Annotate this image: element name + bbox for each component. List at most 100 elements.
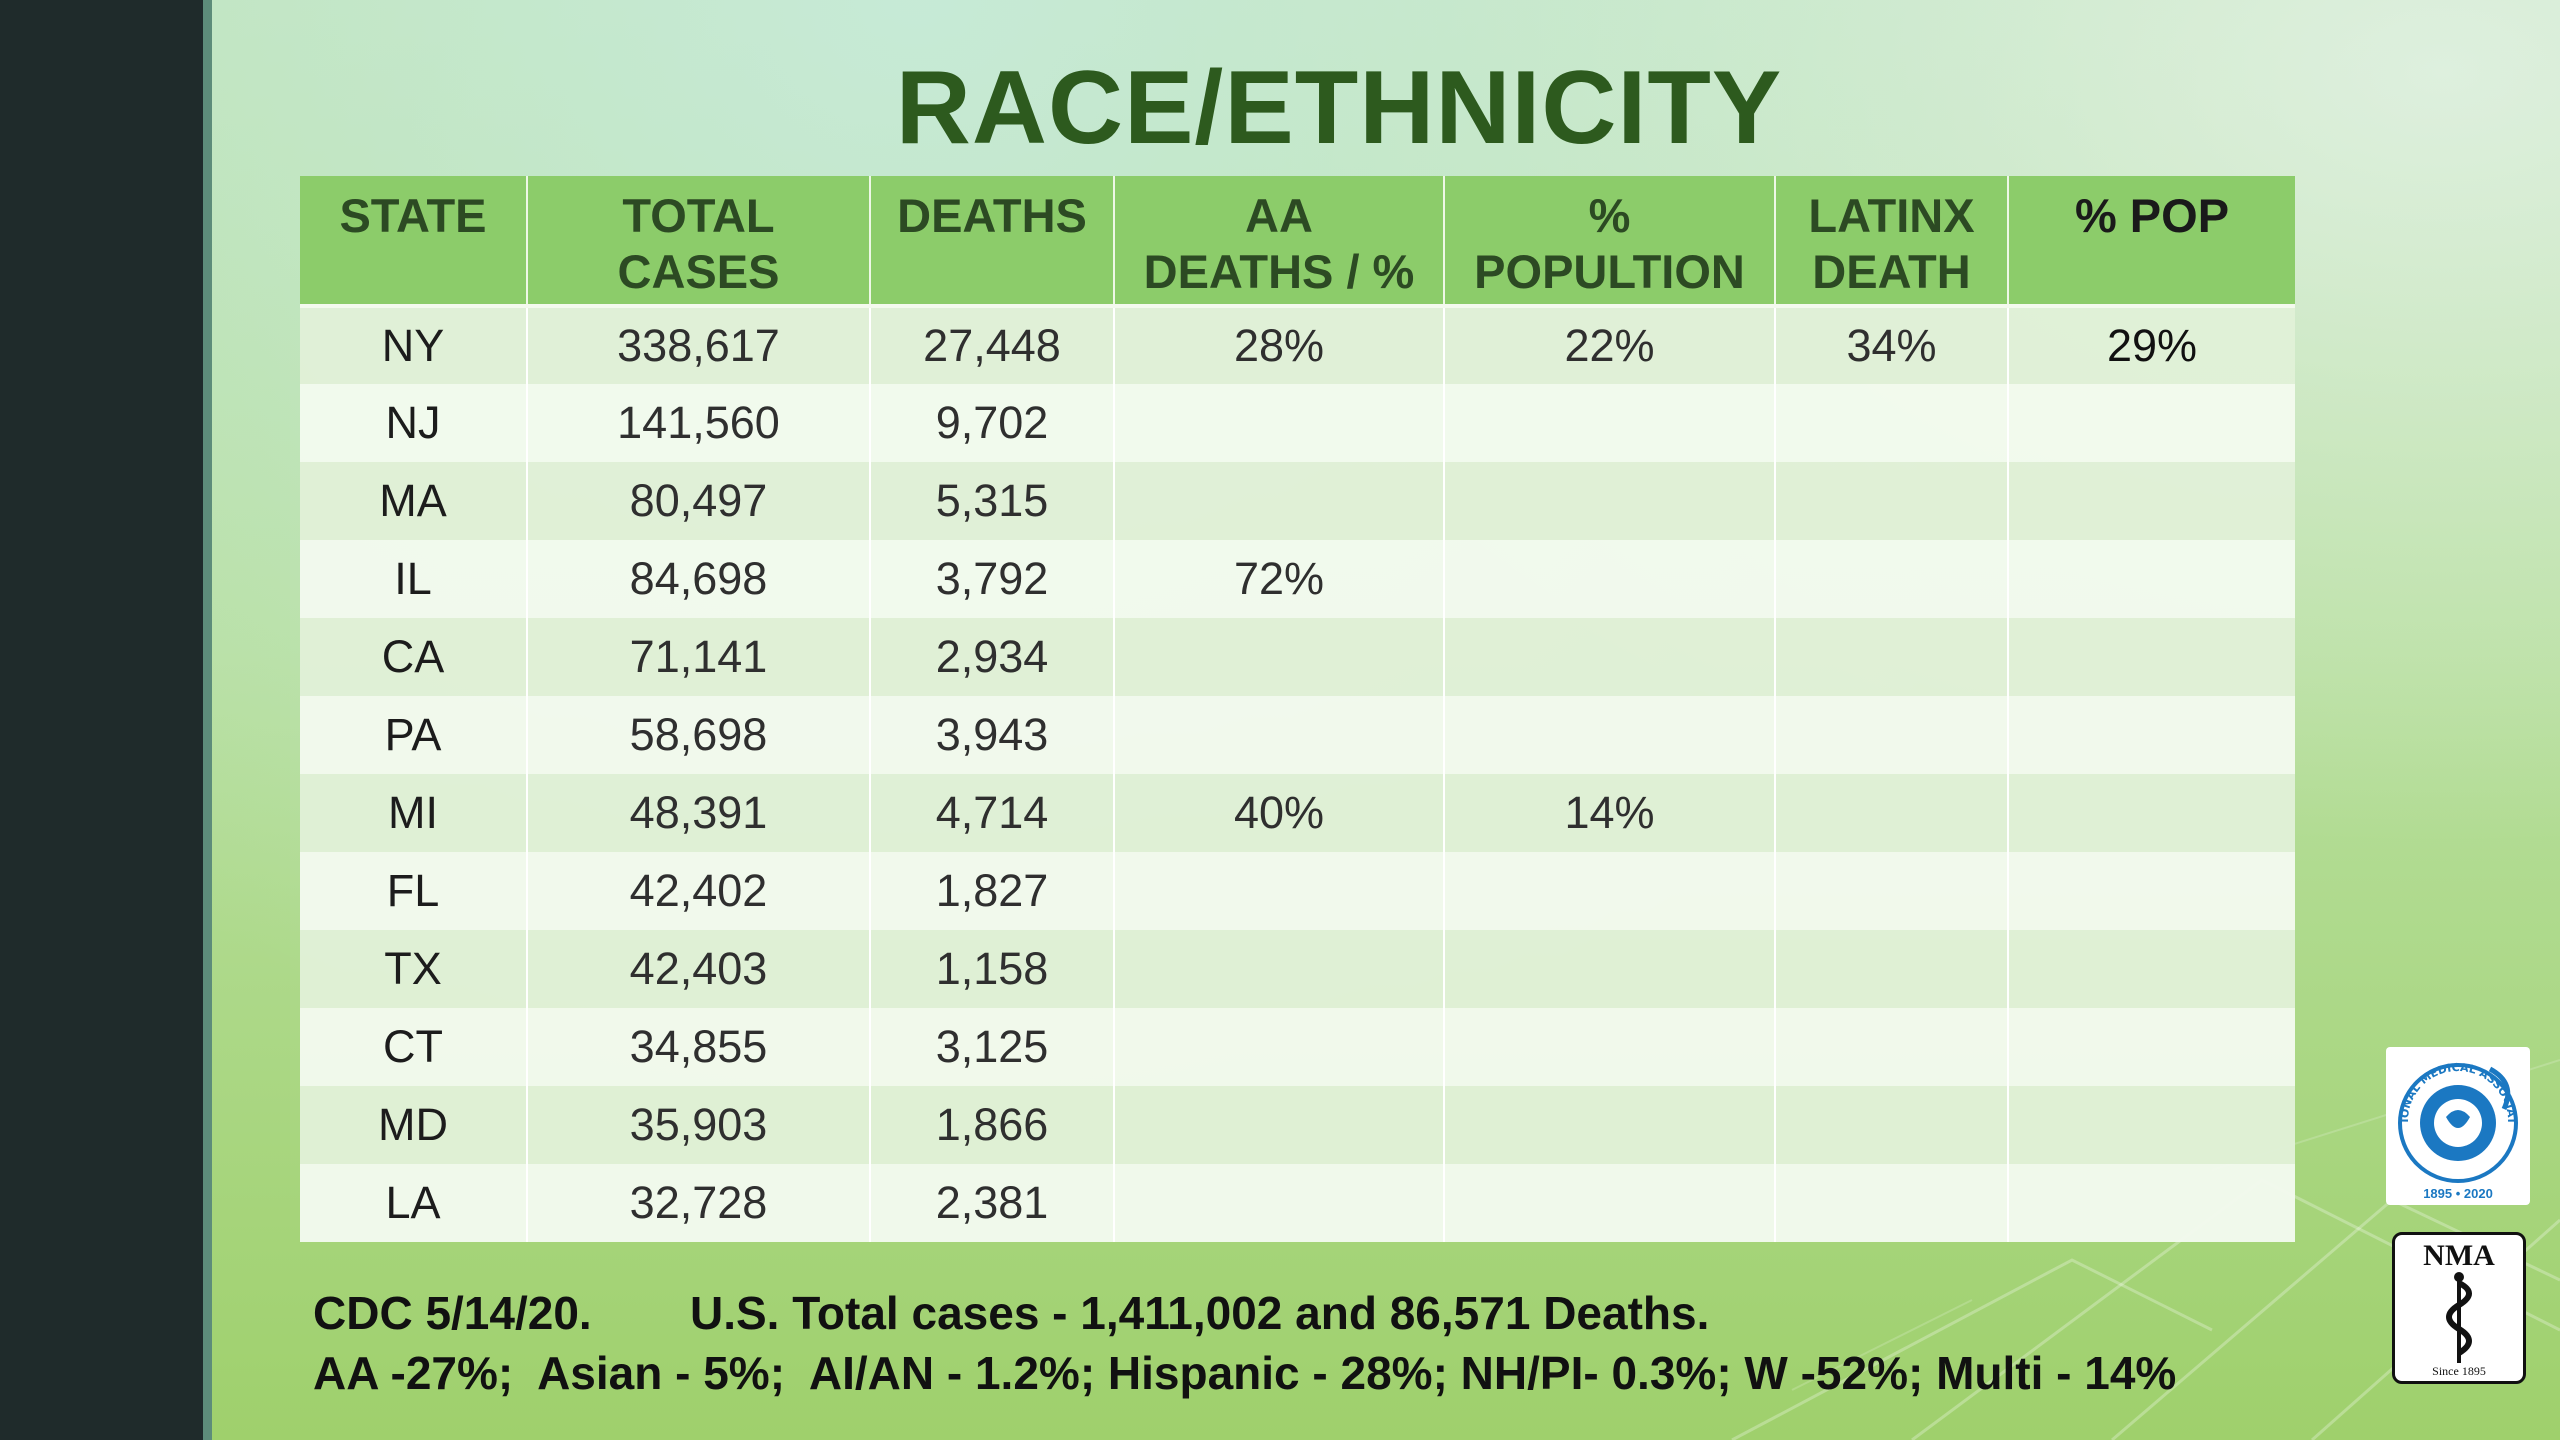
- cell-state: NY: [300, 306, 528, 384]
- cell-aa-deaths: [1114, 384, 1445, 462]
- cell-pct-pop: [2008, 774, 2295, 852]
- cell-aa-deaths: [1114, 1086, 1445, 1164]
- cell-pct-pop: [2008, 930, 2295, 1008]
- cell-latinx-death: 34%: [1775, 306, 2009, 384]
- cell-deaths: 1,158: [870, 930, 1115, 1008]
- footer-totals: U.S. Total cases - 1,411,002 and 86,571 …: [690, 1287, 1710, 1339]
- cell-population: [1444, 462, 1776, 540]
- cell-latinx-death: [1775, 852, 2009, 930]
- table-row: TX 42,403 1,158: [300, 930, 2295, 1008]
- cell-population: 14%: [1444, 774, 1776, 852]
- cell-deaths: 3,125: [870, 1008, 1115, 1086]
- header-latinx-death: LATINX DEATH: [1775, 176, 2009, 308]
- cell-latinx-death: [1775, 930, 2009, 1008]
- cell-population: [1444, 1008, 1776, 1086]
- cell-aa-deaths: 72%: [1114, 540, 1445, 618]
- cell-population: [1444, 540, 1776, 618]
- cell-pct-pop: [2008, 1086, 2295, 1164]
- cell-total-cases: 48,391: [527, 774, 871, 852]
- header-deaths-label: DEATHS: [897, 189, 1087, 242]
- cell-total-cases: 35,903: [527, 1086, 871, 1164]
- table-row: MD 35,903 1,866: [300, 1086, 2295, 1164]
- cell-population: [1444, 930, 1776, 1008]
- cell-population: [1444, 618, 1776, 696]
- cell-deaths: 9,702: [870, 384, 1115, 462]
- seal-icon: NATIONAL MEDICAL ASSOCIATION: [2381, 1037, 2518, 1183]
- cell-deaths: 3,792: [870, 540, 1115, 618]
- slide: RACE/ETHNICITY DEMOGRAPHICS STATE TOTAL …: [212, 0, 2560, 1440]
- table-row: LA 32,728 2,381: [300, 1164, 2295, 1242]
- cell-state: CA: [300, 618, 528, 696]
- cell-aa-deaths: [1114, 930, 1445, 1008]
- cell-deaths: 3,943: [870, 696, 1115, 774]
- cell-pct-pop: [2008, 384, 2295, 462]
- footer-line-totals: CDC 5/14/20. U.S. Total cases - 1,411,002…: [313, 1283, 2413, 1343]
- nma-seal-logo: NATIONAL MEDICAL ASSOCIATION 1895 • 2020: [2381, 1037, 2530, 1205]
- cell-population: [1444, 1164, 1776, 1242]
- cell-latinx-death: [1775, 1008, 2009, 1086]
- cell-population: [1444, 1086, 1776, 1164]
- cell-state: CT: [300, 1008, 528, 1086]
- slide-footer: CDC 5/14/20. U.S. Total cases - 1,411,002…: [313, 1283, 2413, 1403]
- footer-breakdown: AA -27%; Asian - 5%; AI/AN - 1.2%; Hispa…: [313, 1347, 2177, 1399]
- cell-total-cases: 42,403: [527, 930, 871, 1008]
- cell-total-cases: 32,728: [527, 1164, 871, 1242]
- cell-deaths: 27,448: [870, 306, 1115, 384]
- table-row: NY 338,617 27,448 28% 22% 34% 29%: [300, 306, 2295, 384]
- cell-latinx-death: [1775, 774, 2009, 852]
- header-aa-deaths: AA DEATHS / %: [1114, 176, 1445, 308]
- nma-emblem-text: NMA: [2423, 1239, 2495, 1272]
- cell-state: MI: [300, 774, 528, 852]
- demographics-table: STATE TOTAL CASES DEATHS AA DEATHS / % %…: [300, 176, 2295, 1242]
- cell-total-cases: 80,497: [527, 462, 871, 540]
- table-row: PA 58,698 3,943: [300, 696, 2295, 774]
- header-deaths: DEATHS: [870, 176, 1115, 308]
- cell-pct-pop: [2008, 852, 2295, 930]
- table-row: MI 48,391 4,714 40% 14%: [300, 774, 2295, 852]
- left-sidebar-band: [0, 0, 203, 1440]
- cell-total-cases: 338,617: [527, 306, 871, 384]
- seal-years: 1895 • 2020: [2423, 1186, 2493, 1201]
- cell-state: MA: [300, 462, 528, 540]
- sidebar-edge-stripe: [203, 0, 212, 1440]
- table-header-row: STATE TOTAL CASES DEATHS AA DEATHS / % %…: [300, 176, 2295, 308]
- caduceus-icon: [2446, 1272, 2472, 1363]
- cell-pct-pop: [2008, 540, 2295, 618]
- table-row: IL 84,698 3,792 72%: [300, 540, 2295, 618]
- cell-deaths: 2,381: [870, 1164, 1115, 1242]
- cell-pct-pop: 29%: [2008, 306, 2295, 384]
- cell-deaths: 4,714: [870, 774, 1115, 852]
- cell-latinx-death: [1775, 696, 2009, 774]
- cell-aa-deaths: [1114, 1164, 1445, 1242]
- cell-aa-deaths: [1114, 618, 1445, 696]
- cell-population: [1444, 852, 1776, 930]
- cell-state: MD: [300, 1086, 528, 1164]
- table-row: NJ 141,560 9,702: [300, 384, 2295, 462]
- header-pct-pop: % POP: [2008, 176, 2295, 308]
- cell-deaths: 5,315: [870, 462, 1115, 540]
- cell-state: IL: [300, 540, 528, 618]
- header-latinx-death-label: LATINX DEATH: [1808, 189, 1975, 298]
- header-pct-pop-label: % POP: [2074, 189, 2230, 242]
- cell-population: [1444, 696, 1776, 774]
- cell-total-cases: 42,402: [527, 852, 871, 930]
- cell-total-cases: 58,698: [527, 696, 871, 774]
- cell-aa-deaths: [1114, 696, 1445, 774]
- cell-aa-deaths: [1114, 852, 1445, 930]
- header-aa-deaths-label: AA DEATHS / %: [1143, 189, 1415, 298]
- cell-deaths: 1,866: [870, 1086, 1115, 1164]
- header-population-label: % POPULTION: [1474, 189, 1745, 298]
- cell-aa-deaths: 28%: [1114, 306, 1445, 384]
- nma-since-text: Since 1895: [2432, 1364, 2486, 1378]
- cell-aa-deaths: 40%: [1114, 774, 1445, 852]
- table-row: CT 34,855 3,125: [300, 1008, 2295, 1086]
- cell-latinx-death: [1775, 462, 2009, 540]
- cell-pct-pop: [2008, 696, 2295, 774]
- header-state-label: STATE: [339, 189, 487, 242]
- cell-latinx-death: [1775, 618, 2009, 696]
- cell-total-cases: 141,560: [527, 384, 871, 462]
- header-population: % POPULTION: [1444, 176, 1776, 308]
- cell-pct-pop: [2008, 1008, 2295, 1086]
- cell-total-cases: 71,141: [527, 618, 871, 696]
- header-state: STATE: [300, 176, 528, 308]
